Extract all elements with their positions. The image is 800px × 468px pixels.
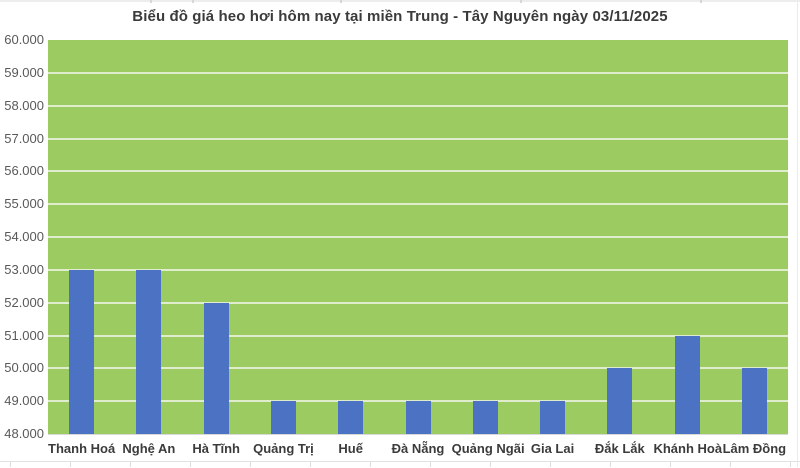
gridline (48, 334, 788, 337)
column-divider-tick (670, 462, 671, 467)
x-tick-label: Đắk Lắk (594, 441, 645, 456)
column-divider-tick (192, 0, 194, 3)
column-divider-tick (70, 462, 71, 467)
chart-bar (405, 401, 431, 434)
gridline (48, 367, 788, 370)
chart-bar (69, 269, 95, 434)
y-tick-label: 59.000 (4, 64, 44, 80)
y-tick-label: 55.000 (4, 196, 44, 212)
x-tick-label: Khánh Hoà (653, 441, 723, 456)
gridline (48, 104, 788, 107)
column-divider-tick (700, 0, 702, 3)
column-divider-tick (150, 0, 152, 3)
gridline (48, 301, 788, 304)
chart-bar (338, 401, 364, 434)
gridline (48, 203, 788, 206)
gridline (48, 400, 788, 403)
x-tick-label: Thanh Hoá (48, 441, 116, 456)
chart-bar (270, 401, 296, 434)
x-axis-line (48, 434, 788, 435)
y-tick-label: 49.000 (4, 393, 44, 409)
y-tick-label: 56.000 (4, 163, 44, 179)
chart-bar (472, 401, 498, 434)
column-divider-tick (370, 462, 371, 467)
cropped-table-row-top (0, 0, 800, 3)
chart-bar (203, 302, 229, 434)
chart-bar (136, 269, 162, 434)
plot-area (48, 40, 788, 434)
x-tick-label: Huế (338, 441, 363, 456)
column-divider-tick (430, 462, 431, 467)
x-tick-label: Lâm Đồng (722, 441, 787, 456)
x-tick-label: Đà Nẵng (391, 441, 445, 456)
x-tick-label: Quảng Ngãi (451, 441, 525, 456)
chart-title: Biểu đồ giá heo hơi hôm nay tại miền Tru… (132, 8, 668, 25)
y-tick-label: 52.000 (4, 294, 44, 310)
gridline (48, 170, 788, 173)
x-tick-label: Hà Tĩnh (192, 441, 240, 456)
y-tick-label: 60.000 (4, 32, 44, 47)
y-tick-label: 51.000 (4, 327, 44, 343)
column-divider-tick (730, 462, 731, 467)
gridline (48, 268, 788, 271)
gridline (48, 137, 788, 140)
chart-bar (741, 368, 767, 434)
chart-bar (674, 335, 700, 434)
x-tick-label: Nghệ An (122, 441, 176, 456)
column-divider-tick (790, 462, 791, 467)
column-divider-tick (490, 462, 491, 467)
column-divider-tick (550, 462, 551, 467)
gridline (48, 236, 788, 238)
column-divider-tick (520, 0, 522, 3)
y-tick-label: 48.000 (4, 426, 44, 441)
chart-bar (540, 401, 566, 434)
column-divider-tick (130, 462, 131, 467)
column-divider-tick (310, 462, 311, 467)
chart-bar (607, 368, 633, 434)
column-divider-tick (250, 462, 251, 467)
column-divider-tick (190, 462, 191, 467)
x-tick-label: Quảng Trị (253, 441, 314, 456)
y-tick-label: 58.000 (4, 97, 44, 113)
column-divider-tick (10, 462, 11, 467)
page-border (797, 0, 798, 467)
y-tick-label: 54.000 (4, 229, 44, 244)
y-tick-label: 53.000 (4, 261, 44, 277)
y-tick-label: 57.000 (4, 130, 44, 146)
y-tick-label: 50.000 (4, 360, 44, 376)
x-tick-label: Gia Lai (530, 441, 575, 456)
column-divider-tick (610, 462, 611, 467)
column-divider-tick (340, 0, 342, 3)
gridline (48, 71, 788, 74)
cropped-table-row-bottom (0, 461, 800, 468)
